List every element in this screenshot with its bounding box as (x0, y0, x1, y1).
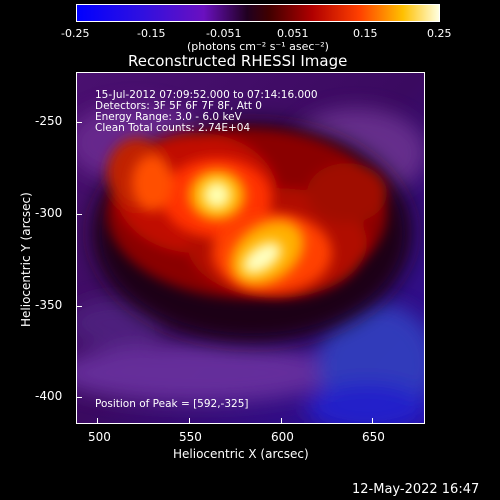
x-tick-label: 550 (179, 430, 202, 444)
x-tick (372, 418, 373, 424)
x-tick (97, 418, 98, 424)
energy-annotation: Energy Range: 3.0 - 6.0 keV (95, 111, 242, 123)
colorbar-tick-label: 0.25 (427, 27, 452, 40)
plot-title: Reconstructed RHESSI Image (128, 52, 348, 70)
colorbar-tick-label: 0.051 (277, 27, 309, 40)
time-range-annotation: 15-Jul-2012 07:09:52.000 to 07:14:16.000 (95, 89, 318, 101)
rhessi-image (76, 72, 425, 424)
y-tick (76, 214, 82, 215)
colorbar (76, 4, 440, 22)
y-tick-label: -300 (35, 206, 63, 220)
y-tick-label: -350 (35, 298, 63, 312)
x-axis-label: Heliocentric X (arcsec) (173, 447, 309, 461)
y-tick (76, 397, 82, 398)
colorbar-unit-label: (photons cm⁻² s⁻¹ asec⁻²) (187, 40, 329, 53)
y-tick-label: -250 (35, 114, 63, 128)
rhessi-heatmap (77, 73, 424, 423)
colorbar-tick-label: -0.051 (206, 27, 242, 40)
y-tick-label: -400 (35, 389, 63, 403)
colorbar-tick-label: 0.15 (353, 27, 378, 40)
detectors-annotation: Detectors: 3F 5F 6F 7F 8F, Att 0 (95, 100, 262, 112)
colorbar-tick-label: -0.25 (61, 27, 90, 40)
x-tick (281, 418, 282, 424)
y-tick (76, 122, 82, 123)
colorbar-gradient (77, 5, 439, 21)
y-tick (76, 306, 82, 307)
colorbar-tick-label: -0.15 (137, 27, 166, 40)
y-axis-label: Heliocentric Y (arcsec) (19, 192, 33, 327)
x-tick (189, 418, 190, 424)
clean-annotation: Clean Total counts: 2.74E+04 (95, 122, 251, 134)
x-tick-label: 600 (271, 430, 294, 444)
x-tick-label: 650 (362, 430, 385, 444)
peak-annotation: Position of Peak = [592,-325] (95, 398, 249, 410)
x-tick-label: 500 (88, 430, 111, 444)
footer-timestamp: 12-May-2022 16:47 (352, 482, 480, 497)
